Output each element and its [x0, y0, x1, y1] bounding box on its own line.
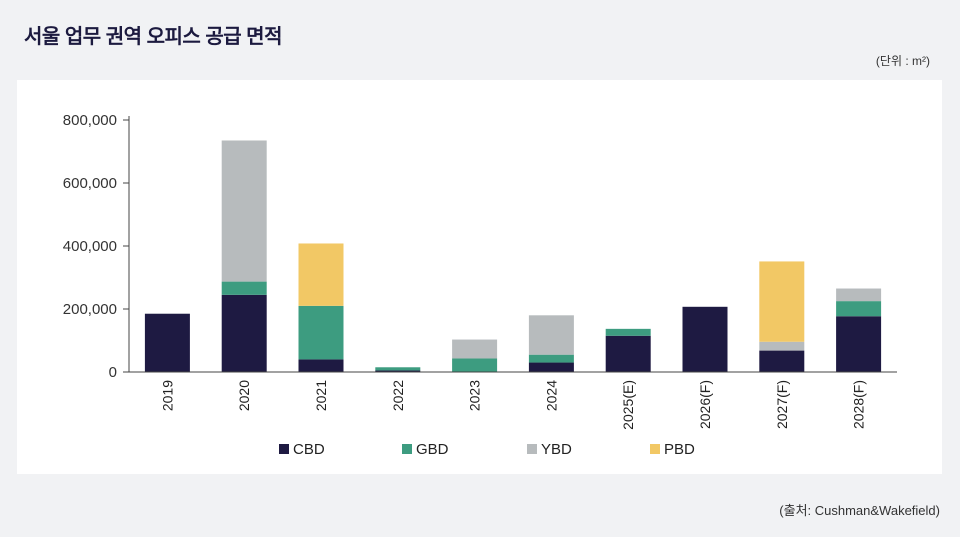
bar-gbd-2020 — [221, 281, 267, 295]
bar-cbd-2025e — [605, 335, 651, 372]
bar-cbd-2021 — [298, 359, 344, 372]
x-tick-label: 2019 — [159, 380, 175, 411]
legend-swatch-ybd — [527, 444, 537, 454]
y-tick-label: 0 — [109, 364, 117, 381]
bar-cbd-2024 — [528, 362, 574, 372]
x-tick-label: 2025(E) — [620, 380, 636, 430]
legend-swatch-gbd — [402, 444, 412, 454]
x-tick-label: 2027(F) — [774, 380, 790, 429]
x-tick-label: 2028(F) — [851, 380, 867, 429]
unit-label: (단위 : m²) — [875, 54, 930, 68]
bar-ybd-2020 — [221, 140, 267, 282]
legend-label-ybd: YBD — [541, 441, 572, 458]
bar-cbd-2019 — [144, 313, 190, 372]
bar-cbd-2028f — [836, 316, 882, 372]
legend-label-gbd: GBD — [416, 441, 449, 458]
x-tick-label: 2020 — [236, 380, 252, 411]
source-note: (출처: Cushman&Wakefield) — [779, 503, 940, 518]
chart-title: 서울 업무 권역 오피스 공급 면적 — [24, 26, 282, 48]
x-tick-label: 2024 — [543, 380, 559, 411]
bar-cbd-2026f — [682, 306, 728, 372]
legend-label-cbd: CBD — [293, 441, 325, 458]
y-tick-label: 400,000 — [63, 238, 117, 255]
x-tick-label: 2022 — [390, 380, 406, 411]
stacked-bar-chart: 0 200,000 400,000 600,000 800,000 2019 2020 202… — [63, 112, 897, 458]
x-tick-label: 2021 — [313, 380, 329, 411]
bar-gbd-2021 — [298, 305, 344, 360]
legend-swatch-pbd — [650, 444, 660, 454]
y-tick-label: 800,000 — [63, 112, 117, 129]
chart-panel: 0 200,000 400,000 600,000 800,000 2019 2020 202… — [17, 80, 942, 474]
bar-cbd-2020 — [221, 294, 267, 372]
bar-gbd-2028f — [836, 301, 882, 317]
bar-ybd-2024 — [528, 315, 574, 355]
y-tick-label: 200,000 — [63, 301, 117, 318]
x-tick-label: 2023 — [467, 380, 483, 411]
bar-ybd-2027f — [759, 341, 805, 351]
bar-pbd-2027f — [759, 261, 805, 342]
bar-ybd-2023 — [452, 339, 498, 359]
bar-gbd-2022 — [375, 367, 421, 371]
bar-cbd-2022 — [375, 370, 421, 372]
bar-ybd-2028f — [836, 288, 882, 302]
bar-pbd-2021 — [298, 243, 344, 306]
bar-cbd-2027f — [759, 350, 805, 372]
bar-gbd-2024 — [528, 354, 574, 363]
y-tick-label: 600,000 — [63, 175, 117, 192]
bar-gbd-2025e — [605, 328, 651, 336]
x-tick-label: 2026(F) — [697, 380, 713, 429]
legend-swatch-cbd — [279, 444, 289, 454]
legend-label-pbd: PBD — [664, 441, 695, 458]
bar-gbd-2023 — [452, 358, 498, 372]
